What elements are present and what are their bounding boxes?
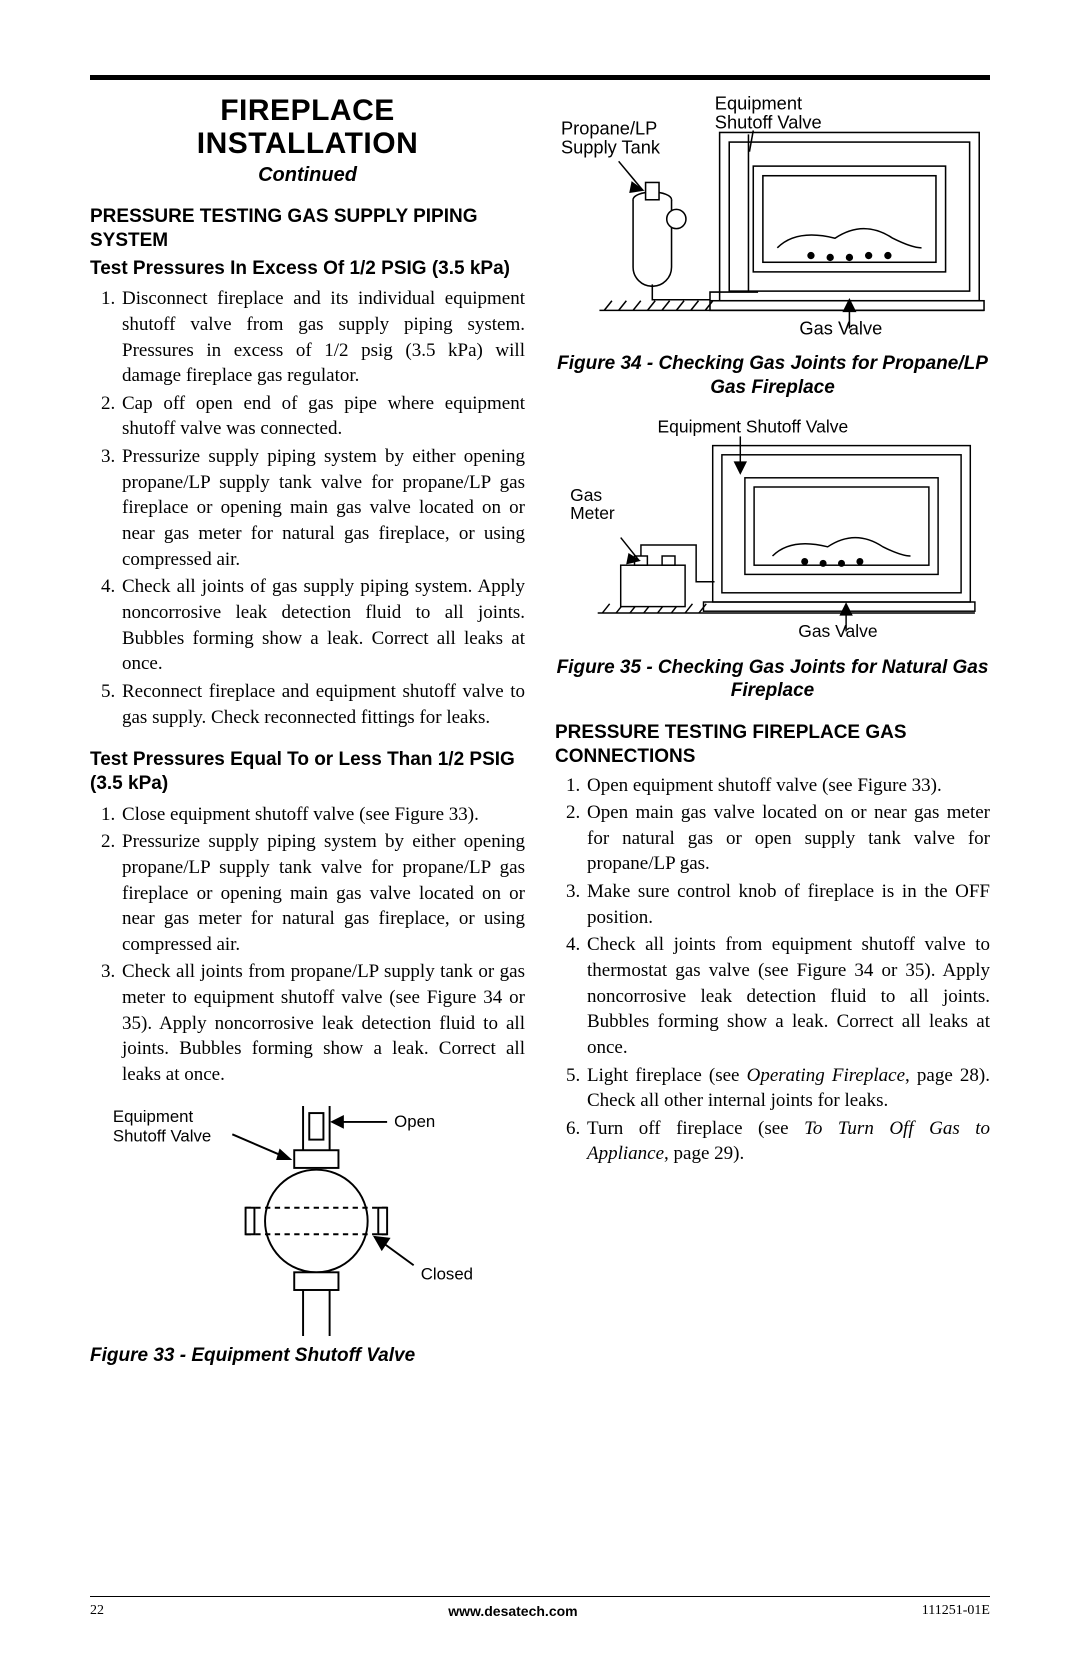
list-item: Open main gas valve located on or near g…	[585, 800, 990, 877]
svg-text:Gas: Gas	[570, 484, 602, 504]
list-item: Make sure control knob of fireplace is i…	[585, 879, 990, 930]
steps-excess: Disconnect fireplace and its individual …	[90, 286, 525, 730]
title-line1: FIREPLACE	[220, 94, 395, 127]
page-number: 22	[90, 1603, 104, 1619]
list-item: Pressurize supply piping system by eithe…	[120, 444, 525, 572]
section-head-connections: PRESSURE TESTING FIREPLACE GAS CONNECTIO…	[555, 721, 990, 769]
list-item: Open equipment shutoff valve (see Figure…	[585, 773, 990, 799]
svg-text:Propane/LP: Propane/LP	[561, 117, 657, 138]
left-column: FIREPLACE INSTALLATION Continued PRESSUR…	[90, 94, 525, 1385]
list-item: Disconnect fireplace and its individual …	[120, 286, 525, 389]
figure-33-diagram: Equipment Shutoff Valve Open Closed	[90, 1106, 525, 1336]
list-item: Check all joints of gas supply piping sy…	[120, 574, 525, 677]
svg-text:Equipment Shutoff Valve: Equipment Shutoff Valve	[658, 418, 849, 437]
svg-text:Open: Open	[394, 1112, 435, 1131]
figure-34-diagram: Propane/LP Supply Tank Equipment Shutoff…	[555, 94, 990, 344]
figure-35-diagram: Equipment Shutoff Valve	[555, 418, 990, 648]
fig33-label-equipment: Equipment	[113, 1107, 194, 1126]
svg-text:Gas Valve: Gas Valve	[799, 317, 882, 338]
list-item: Check all joints from equipment shutoff …	[585, 932, 990, 1060]
svg-text:Gas Valve: Gas Valve	[798, 620, 877, 640]
doc-number: 111251-01E	[922, 1603, 990, 1619]
right-column: Propane/LP Supply Tank Equipment Shutoff…	[555, 94, 990, 1385]
list-item: Close equipment shutoff valve (see Figur…	[120, 802, 525, 828]
continued-label: Continued	[90, 164, 525, 187]
svg-text:Closed: Closed	[421, 1264, 473, 1283]
svg-text:Supply Tank: Supply Tank	[561, 137, 661, 158]
list-item: Light fireplace (see Operating Fireplace…	[585, 1063, 990, 1114]
list-item: Turn off fireplace (see To Turn Off Gas …	[585, 1116, 990, 1167]
list-item: Cap off open end of gas pipe where equip…	[120, 391, 525, 442]
steps-connections: Open equipment shutoff valve (see Figure…	[555, 773, 990, 1168]
list-item: Reconnect fireplace and equipment shutof…	[120, 679, 525, 730]
figure-34-caption: Figure 34 - Checking Gas Joints for Prop…	[555, 352, 990, 400]
section-head-pressure-testing: PRESSURE TESTING GAS SUPPLY PIPING SYSTE…	[90, 205, 525, 253]
figure-33-caption: Figure 33 - Equipment Shutoff Valve	[90, 1344, 525, 1368]
subhead-excess: Test Pressures In Excess Of 1/2 PSIG (3.…	[90, 257, 525, 281]
page-footer: 22 www.desatech.com 111251-01E	[90, 1596, 990, 1619]
list-item: Check all joints from propane/LP supply …	[120, 959, 525, 1087]
page-title: FIREPLACE INSTALLATION	[90, 94, 525, 160]
svg-text:Meter: Meter	[570, 503, 615, 523]
top-rule	[90, 75, 990, 80]
list-item: Pressurize supply piping system by eithe…	[120, 829, 525, 957]
footer-url: www.desatech.com	[448, 1603, 577, 1619]
steps-equal-or-less: Close equipment shutoff valve (see Figur…	[90, 802, 525, 1088]
svg-text:Shutoff Valve: Shutoff Valve	[113, 1126, 211, 1145]
subhead-equal-or-less: Test Pressures Equal To or Less Than 1/2…	[90, 748, 525, 796]
svg-text:Shutoff Valve: Shutoff Valve	[715, 112, 822, 133]
svg-text:Equipment: Equipment	[715, 94, 802, 113]
figure-35-caption: Figure 35 - Checking Gas Joints for Natu…	[555, 656, 990, 704]
title-line2: INSTALLATION	[197, 127, 419, 160]
